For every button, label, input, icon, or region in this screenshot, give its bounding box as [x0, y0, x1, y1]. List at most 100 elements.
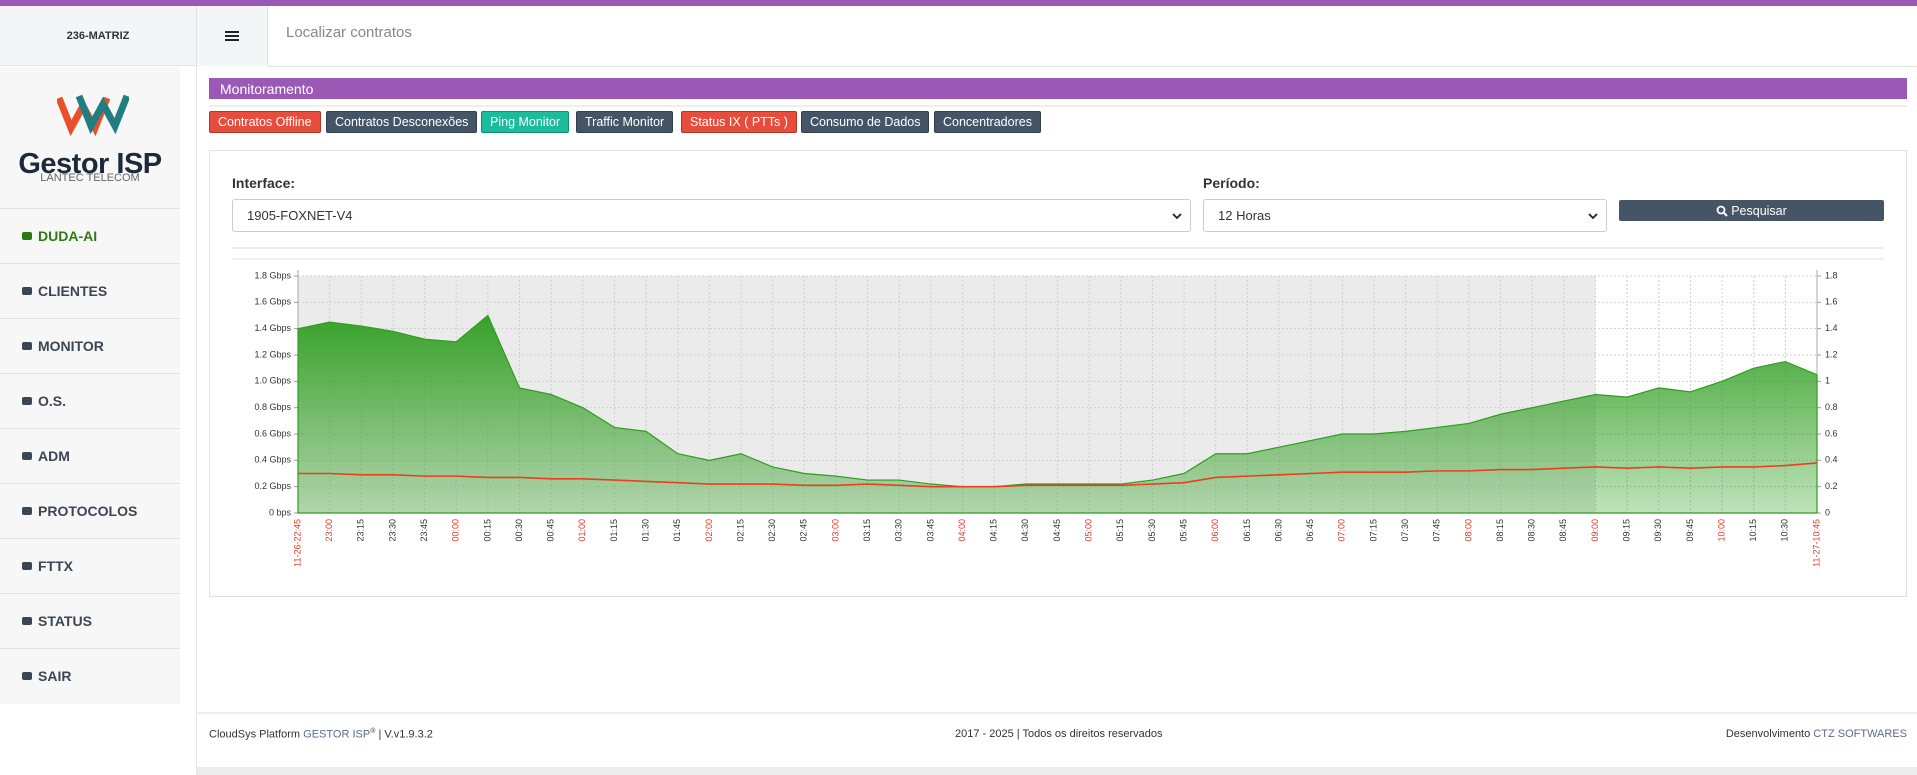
x-tick-label: 06:15	[1242, 519, 1252, 542]
menu-item[interactable]: CLIENTES	[0, 263, 180, 317]
tab-button[interactable]: Contratos Offline	[209, 111, 321, 133]
y-tick-label: 0.2 Gbps	[254, 481, 291, 491]
footer-right: Desenvolvimento CTZ SOFTWARES	[1726, 728, 1907, 740]
divider	[197, 712, 1917, 714]
x-tick-label: 08:30	[1527, 519, 1537, 542]
tab-button[interactable]: Traffic Monitor	[576, 111, 673, 133]
menu-item[interactable]: STATUS	[0, 593, 180, 647]
x-tick-label: 03:15	[862, 519, 872, 542]
link[interactable]: GESTOR ISP	[303, 729, 370, 741]
link[interactable]: CTZ SOFTWARES	[1813, 728, 1907, 740]
menu-label: MONITOR	[38, 338, 104, 354]
x-tick-label: 05:30	[1147, 519, 1157, 542]
search-icon	[1716, 205, 1728, 217]
x-tick-label: 00:45	[546, 519, 556, 542]
search-button[interactable]: Pesquisar	[1619, 200, 1884, 221]
x-tick-label: 07:15	[1368, 519, 1378, 542]
text: Desenvolvimento	[1726, 728, 1810, 740]
x-tick-label: 02:15	[735, 519, 745, 542]
interface-select[interactable]: 1905-FOXNET-V4	[232, 199, 1191, 232]
x-tick-label: 01:45	[672, 519, 682, 542]
x-tick-label: 06:30	[1273, 519, 1283, 542]
hamburger-icon	[225, 30, 239, 42]
period-select[interactable]: 12 Horas	[1203, 199, 1607, 232]
y-tick-label: 1.8 Gbps	[254, 270, 291, 280]
x-tick-label: 02:00	[704, 519, 714, 542]
x-tick-label: 00:00	[451, 519, 461, 542]
text: CloudSys Platform	[209, 729, 300, 741]
menu-label: CLIENTES	[38, 283, 107, 299]
y-tick-label: 0.4 Gbps	[254, 455, 291, 465]
divider	[232, 258, 1884, 260]
x-tick-label: 11-27-10:45	[1811, 519, 1821, 567]
label: Período:	[1203, 175, 1260, 191]
menu-toggle[interactable]	[197, 6, 268, 66]
menu-icon	[21, 285, 33, 297]
y-tick-label: 0.6 Gbps	[254, 428, 291, 438]
menu-item[interactable]: PROTOCOLOS	[0, 483, 180, 537]
x-tick-label: 00:15	[482, 519, 492, 542]
x-tick-label: 23:00	[324, 519, 334, 542]
x-tick-label: 03:30	[894, 519, 904, 542]
x-tick-label: 09:00	[1590, 519, 1600, 542]
footer-left: CloudSys Platform GESTOR ISP® | V.v1.9.3…	[209, 728, 433, 741]
menu-item[interactable]: ADM	[0, 428, 180, 482]
x-tick-label: 07:45	[1432, 519, 1442, 542]
y2-tick-label: 0.4	[1825, 455, 1838, 465]
y-tick-label: 1.0 Gbps	[254, 376, 291, 386]
menu-label: ADM	[38, 448, 70, 464]
x-tick-label: 05:45	[1178, 519, 1188, 542]
x-tick-label: 01:30	[640, 519, 650, 542]
menu-item[interactable]: MONITOR	[0, 318, 180, 372]
x-tick-label: 04:15	[989, 519, 999, 542]
x-tick-label: 00:30	[514, 519, 524, 542]
menu-label: SAIR	[38, 668, 71, 684]
x-tick-label: 23:15	[356, 519, 366, 542]
tab-button[interactable]: Contratos Desconexões	[326, 111, 477, 133]
x-tick-label: 10:00	[1716, 519, 1726, 542]
tab-button[interactable]: Ping Monitor	[481, 111, 569, 133]
menu-icon	[21, 505, 33, 517]
x-tick-label: 23:30	[387, 519, 397, 542]
menu-icon	[21, 395, 33, 407]
menu-item[interactable]: SAIR	[0, 648, 180, 702]
menu-icon	[21, 450, 33, 462]
y2-tick-label: 0.2	[1825, 481, 1838, 491]
x-tick-label: 04:00	[957, 519, 967, 542]
y2-tick-label: 0	[1825, 507, 1830, 517]
x-tick-label: 06:45	[1305, 519, 1315, 542]
y-tick-label: 0 bps	[269, 507, 292, 517]
y2-tick-label: 0.8	[1825, 402, 1838, 412]
x-tick-label: 07:00	[1337, 519, 1347, 542]
x-tick-label: 23:45	[419, 519, 429, 542]
divider	[232, 247, 1884, 249]
divider	[196, 66, 197, 775]
menu-item[interactable]: DUDA-AI	[0, 208, 180, 262]
x-tick-label: 09:45	[1685, 519, 1695, 542]
y-tick-label: 1.2 Gbps	[254, 349, 291, 359]
x-tick-label: 08:00	[1463, 519, 1473, 542]
y-tick-label: 1.4 Gbps	[254, 323, 291, 333]
x-tick-label: 09:30	[1653, 519, 1663, 542]
x-tick-label: 05:15	[1115, 519, 1125, 542]
chevron	[1172, 212, 1182, 220]
company: LANTEC TELECOM	[0, 172, 180, 184]
menu-label: STATUS	[38, 613, 92, 629]
search-box[interactable]: Localizar contratos	[286, 24, 412, 41]
x-tick-label: 11-26-22:45	[292, 519, 302, 567]
menu-item[interactable]: O.S.	[0, 373, 180, 427]
menu-icon	[21, 340, 33, 352]
menu-item[interactable]: FTTX	[0, 538, 180, 592]
x-tick-label: 05:00	[1084, 519, 1094, 542]
tab-button[interactable]: Concentradores	[934, 111, 1041, 133]
tab-button[interactable]: Status IX ( PTTs )	[681, 111, 797, 133]
tab-button[interactable]: Consumo de Dados	[801, 111, 929, 133]
x-tick-label: 02:30	[767, 519, 777, 542]
x-tick-label: 10:30	[1780, 519, 1790, 542]
menu-icon	[21, 560, 33, 572]
x-tick-label: 03:00	[830, 519, 840, 542]
y2-tick-label: 1.6	[1825, 297, 1838, 307]
x-tick-label: 10:15	[1748, 519, 1758, 542]
